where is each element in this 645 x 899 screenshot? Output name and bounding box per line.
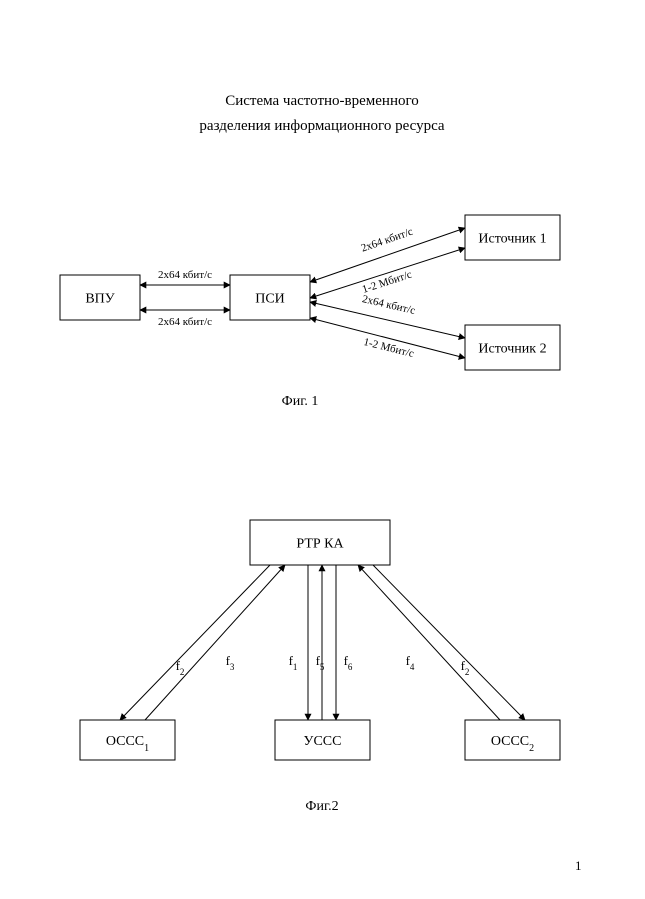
fig1-edge-label: 1-2 Мбит/с: [362, 336, 415, 360]
page-title-line1: Система частотно-временного: [225, 93, 419, 109]
fig2-edge-label: f6: [344, 653, 353, 672]
fig1-edge-label: 2x64 кбит/с: [360, 226, 415, 255]
fig2-caption: Фиг.2: [305, 799, 338, 814]
fig2-edge: [373, 565, 525, 720]
fig1-caption: Фиг. 1: [282, 394, 319, 409]
figure-2: f2f3f1f5f6f4f2РТР КАОССС1УСССОССС2: [80, 520, 560, 760]
fig2-edge-label: f3: [226, 653, 235, 672]
fig2-edge: [358, 565, 500, 720]
fig1-edge-label: 1-2 Мбит/с: [361, 268, 414, 295]
fig2-edge-label: f4: [406, 653, 415, 672]
fig2-edge: [120, 565, 270, 720]
fig1-edge-label: 2x64 кбит/с: [158, 269, 212, 281]
figure-1: 2x64 кбит/с2x64 кбит/с2x64 кбит/с1-2 Мби…: [60, 215, 560, 370]
fig1-edge-label: 2x64 кбит/с: [158, 316, 212, 328]
page-title-line2: разделения информационного ресурса: [199, 118, 445, 134]
fig1-edge-label: 2x64 кбит/с: [361, 293, 416, 317]
fig1-node-label-src2: Источник 2: [478, 342, 546, 357]
fig2-node-label-rtr: РТР КА: [296, 537, 344, 552]
fig1-node-label-src1: Источник 1: [478, 232, 546, 247]
page-number: 1: [575, 858, 582, 873]
fig1-node-label-psi: ПСИ: [255, 292, 285, 307]
fig2-edge-label: f2: [461, 658, 470, 677]
fig2-node-label-uccc: УССС: [304, 734, 342, 749]
fig2-edge-label: f1: [289, 653, 298, 672]
fig1-node-label-vpu: ВПУ: [85, 292, 114, 307]
fig2-edge-label: f2: [176, 658, 185, 677]
fig2-edge-label: f5: [316, 653, 325, 672]
fig2-edge: [145, 565, 285, 720]
